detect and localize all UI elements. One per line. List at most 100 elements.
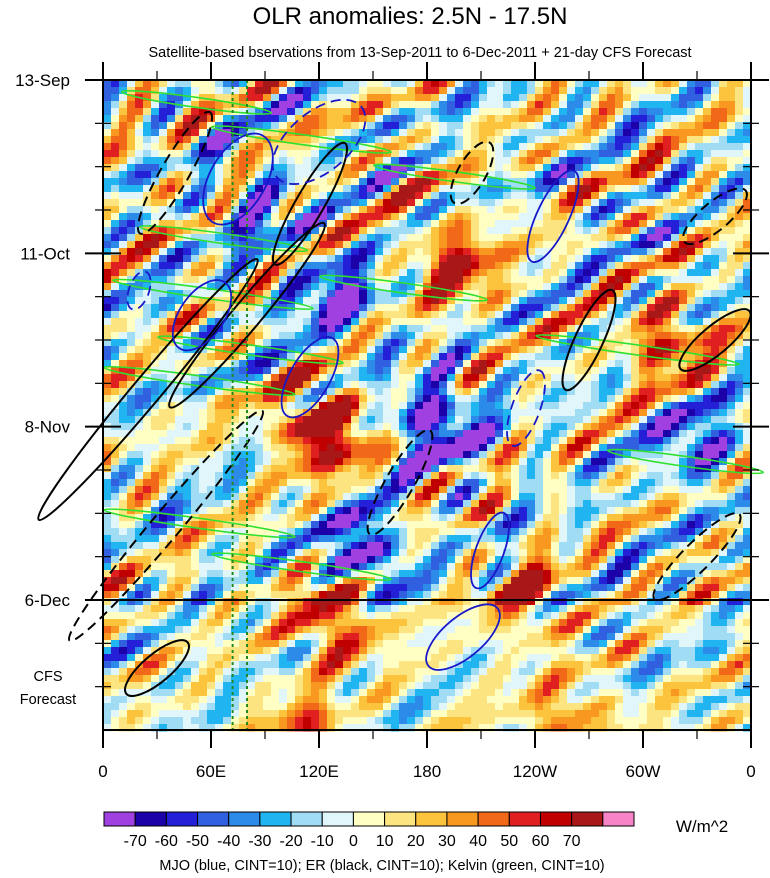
anomaly-cell <box>207 234 216 242</box>
anomaly-cell <box>279 143 288 151</box>
anomaly-cell <box>503 381 512 389</box>
anomaly-cell <box>615 353 624 361</box>
anomaly-cell <box>127 367 136 375</box>
anomaly-cell <box>143 395 152 403</box>
anomaly-cell <box>199 101 208 109</box>
anomaly-cell <box>519 115 528 123</box>
anomaly-cell <box>319 248 328 256</box>
anomaly-cell <box>303 164 312 172</box>
anomaly-cell <box>567 402 576 410</box>
anomaly-cell <box>623 143 632 151</box>
anomaly-cell <box>127 395 136 403</box>
anomaly-cell <box>327 143 336 151</box>
anomaly-cell <box>279 248 288 256</box>
anomaly-cell <box>359 290 368 298</box>
anomaly-cell <box>495 388 504 396</box>
anomaly-cell <box>207 290 216 298</box>
anomaly-cell <box>143 234 152 242</box>
anomaly-cell <box>263 220 272 228</box>
anomaly-cell <box>431 472 440 480</box>
anomaly-cell <box>159 178 168 186</box>
anomaly-cell <box>711 171 720 179</box>
anomaly-cell <box>447 269 456 277</box>
anomaly-cell <box>399 353 408 361</box>
anomaly-cell <box>719 87 728 95</box>
anomaly-cell <box>503 297 512 305</box>
anomaly-cell <box>335 318 344 326</box>
anomaly-cell <box>615 500 624 508</box>
anomaly-cell <box>175 255 184 263</box>
anomaly-cell <box>271 283 280 291</box>
anomaly-cell <box>487 458 496 466</box>
anomaly-cell <box>119 283 128 291</box>
anomaly-cell <box>471 451 480 459</box>
anomaly-cell <box>231 479 240 487</box>
anomaly-cell <box>247 311 256 319</box>
anomaly-cell <box>727 437 736 445</box>
anomaly-cell <box>263 276 272 284</box>
anomaly-cell <box>255 395 264 403</box>
anomaly-cell <box>743 213 752 221</box>
anomaly-cell <box>439 332 448 340</box>
anomaly-cell <box>423 241 432 249</box>
anomaly-cell <box>311 479 320 487</box>
anomaly-cell <box>519 297 528 305</box>
anomaly-cell <box>719 143 728 151</box>
anomaly-cell <box>463 213 472 221</box>
anomaly-cell <box>623 493 632 501</box>
anomaly-cell <box>191 241 200 249</box>
anomaly-cell <box>607 227 616 235</box>
anomaly-cell <box>247 325 256 333</box>
anomaly-cell <box>407 150 416 158</box>
anomaly-cell <box>415 262 424 270</box>
anomaly-cell <box>375 500 384 508</box>
anomaly-cell <box>263 241 272 249</box>
anomaly-cell <box>359 500 368 508</box>
anomaly-cell <box>391 339 400 347</box>
anomaly-cell <box>191 115 200 123</box>
anomaly-cell <box>527 87 536 95</box>
anomaly-cell <box>671 283 680 291</box>
anomaly-cell <box>263 304 272 312</box>
anomaly-cell <box>415 108 424 116</box>
anomaly-cell <box>671 409 680 417</box>
anomaly-cell <box>655 304 664 312</box>
anomaly-cell <box>103 374 112 382</box>
anomaly-cell <box>591 192 600 200</box>
anomaly-cell <box>375 241 384 249</box>
anomaly-cell <box>239 143 248 151</box>
anomaly-cell <box>383 122 392 130</box>
anomaly-cell <box>583 122 592 130</box>
anomaly-cell <box>719 234 728 242</box>
anomaly-cell <box>151 318 160 326</box>
anomaly-cell <box>591 325 600 333</box>
anomaly-cell <box>231 367 240 375</box>
anomaly-cell <box>335 129 344 137</box>
anomaly-cell <box>271 164 280 172</box>
anomaly-cell <box>271 388 280 396</box>
anomaly-cell <box>455 206 464 214</box>
anomaly-cell <box>575 192 584 200</box>
anomaly-cell <box>735 248 744 256</box>
anomaly-cell <box>391 367 400 375</box>
anomaly-cell <box>359 493 368 501</box>
anomaly-cell <box>111 171 120 179</box>
anomaly-cell <box>399 255 408 263</box>
anomaly-cell <box>335 234 344 242</box>
anomaly-cell <box>143 276 152 284</box>
anomaly-cell <box>151 213 160 221</box>
anomaly-cell <box>303 458 312 466</box>
anomaly-cell <box>535 332 544 340</box>
anomaly-cell <box>311 255 320 263</box>
anomaly-cell <box>735 234 744 242</box>
anomaly-cell <box>735 269 744 277</box>
anomaly-cell <box>199 318 208 326</box>
anomaly-cell <box>527 318 536 326</box>
anomaly-cell <box>447 416 456 424</box>
anomaly-cell <box>639 465 648 473</box>
anomaly-cell <box>215 213 224 221</box>
anomaly-cell <box>199 500 208 508</box>
anomaly-cell <box>551 171 560 179</box>
anomaly-cell <box>439 290 448 298</box>
anomaly-cell <box>647 493 656 501</box>
